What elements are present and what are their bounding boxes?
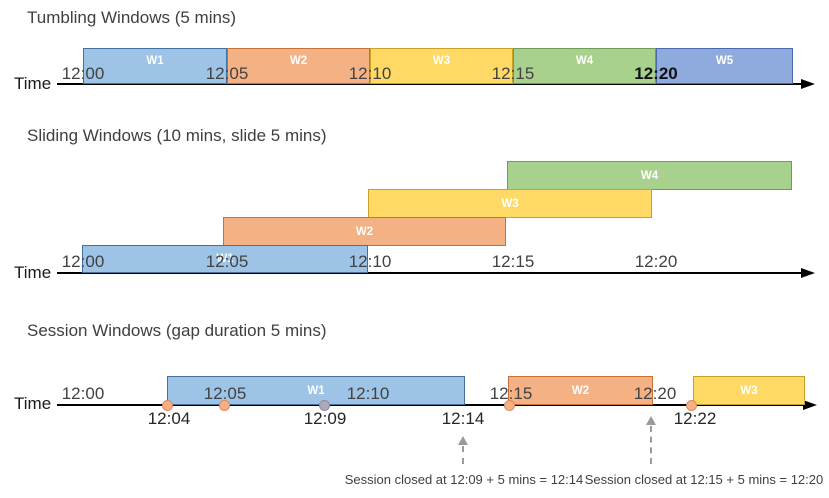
session-tick-1200: 12:00 (61, 384, 105, 403)
tumbling-time-axis-label: Time (14, 74, 52, 93)
sliding-tick-1215: 12:15 (491, 252, 535, 271)
session-event-label-1222: 12:22 (673, 409, 717, 428)
sliding-tick-1210: 12:10 (348, 252, 392, 271)
window-label: W3 (740, 384, 758, 397)
session-time-axis (57, 404, 805, 406)
tumbling-window-w1: W1 (83, 48, 227, 84)
sliding-tick-1205: 12:05 (205, 252, 249, 271)
tumbling-window-w4: W4 (513, 48, 656, 84)
window-label: W1 (307, 384, 325, 397)
session-tick-1220: 12:20 (633, 384, 677, 403)
event-dot-1222 (686, 400, 697, 411)
tumbling-window-w3: W3 (370, 48, 513, 84)
session-close-label-1214: 12:14 (441, 409, 485, 428)
sliding-window-w3: W3 (368, 189, 652, 218)
window-label: W2 (355, 225, 374, 238)
dashed-up-arrowhead-icon (646, 416, 656, 425)
event-dot-1209 (319, 400, 330, 411)
tumbling-section-title: Tumbling Windows (5 mins) (27, 8, 237, 27)
tumbling-tick-1220: 12:20 (634, 64, 678, 83)
session-tick-1215: 12:15 (489, 384, 533, 403)
sliding-tick-1200: 12:00 (61, 252, 105, 271)
window-label: W2 (289, 55, 308, 67)
session-window-w1: W1 (167, 376, 465, 405)
sliding-window-w4: W4 (507, 161, 792, 190)
tumbling-tick-1215: 12:15 (491, 64, 535, 83)
window-label: W3 (501, 197, 519, 210)
session-window-w3: W3 (693, 376, 805, 405)
sliding-section-title: Sliding Windows (10 mins, slide 5 mins) (27, 126, 327, 145)
sliding-axis-arrowhead-icon (801, 268, 815, 278)
dashed-up-arrowhead-icon (458, 436, 468, 445)
session-tick-1205: 12:05 (203, 384, 247, 403)
session-time-axis-label: Time (14, 394, 52, 413)
event-dot-1215 (504, 400, 515, 411)
window-label: W1 (216, 253, 234, 265)
tumbling-tick-1205: 12:05 (205, 64, 249, 83)
tumbling-window-w5: W5 (656, 48, 793, 84)
session-window-w2: W2 (508, 376, 653, 405)
sliding-tick-1220: 12:20 (634, 252, 678, 271)
session-axis-arrowhead-icon (803, 400, 817, 410)
dashed-arrow-line (462, 446, 464, 464)
sliding-window-w2: W2 (223, 217, 506, 246)
tumbling-time-axis (57, 83, 802, 85)
tumbling-tick-1210: 12:10 (348, 64, 392, 83)
tumbling-axis-arrowhead-icon (801, 79, 815, 89)
window-label: W5 (715, 55, 734, 67)
session-section-title: Session Windows (gap duration 5 mins) (27, 321, 327, 340)
dashed-arrow-line (650, 426, 652, 464)
window-label: W4 (640, 169, 659, 182)
sliding-time-axis-label: Time (14, 263, 52, 282)
tumbling-window-w2: W2 (227, 48, 370, 84)
window-label: W4 (575, 55, 594, 67)
event-dot-1205 (219, 400, 230, 411)
sliding-time-axis (57, 272, 802, 274)
event-dot-1204 (162, 400, 173, 411)
sliding-window-w1: W1 (82, 245, 368, 273)
window-label: W2 (571, 384, 590, 397)
window-label: W3 (432, 55, 451, 67)
session-event-label-1204: 12:04 (147, 409, 191, 428)
session-tick-1210: 12:10 (346, 384, 390, 403)
session-close-annotation-1: Session closed at 12:09 + 5 mins = 12:14 (344, 472, 584, 487)
tumbling-tick-1200: 12:00 (61, 64, 105, 83)
session-event-label-1209: 12:09 (303, 409, 347, 428)
window-label: W1 (146, 55, 164, 67)
session-close-annotation-2: Session closed at 12:15 + 5 mins = 12:20 (584, 472, 824, 487)
